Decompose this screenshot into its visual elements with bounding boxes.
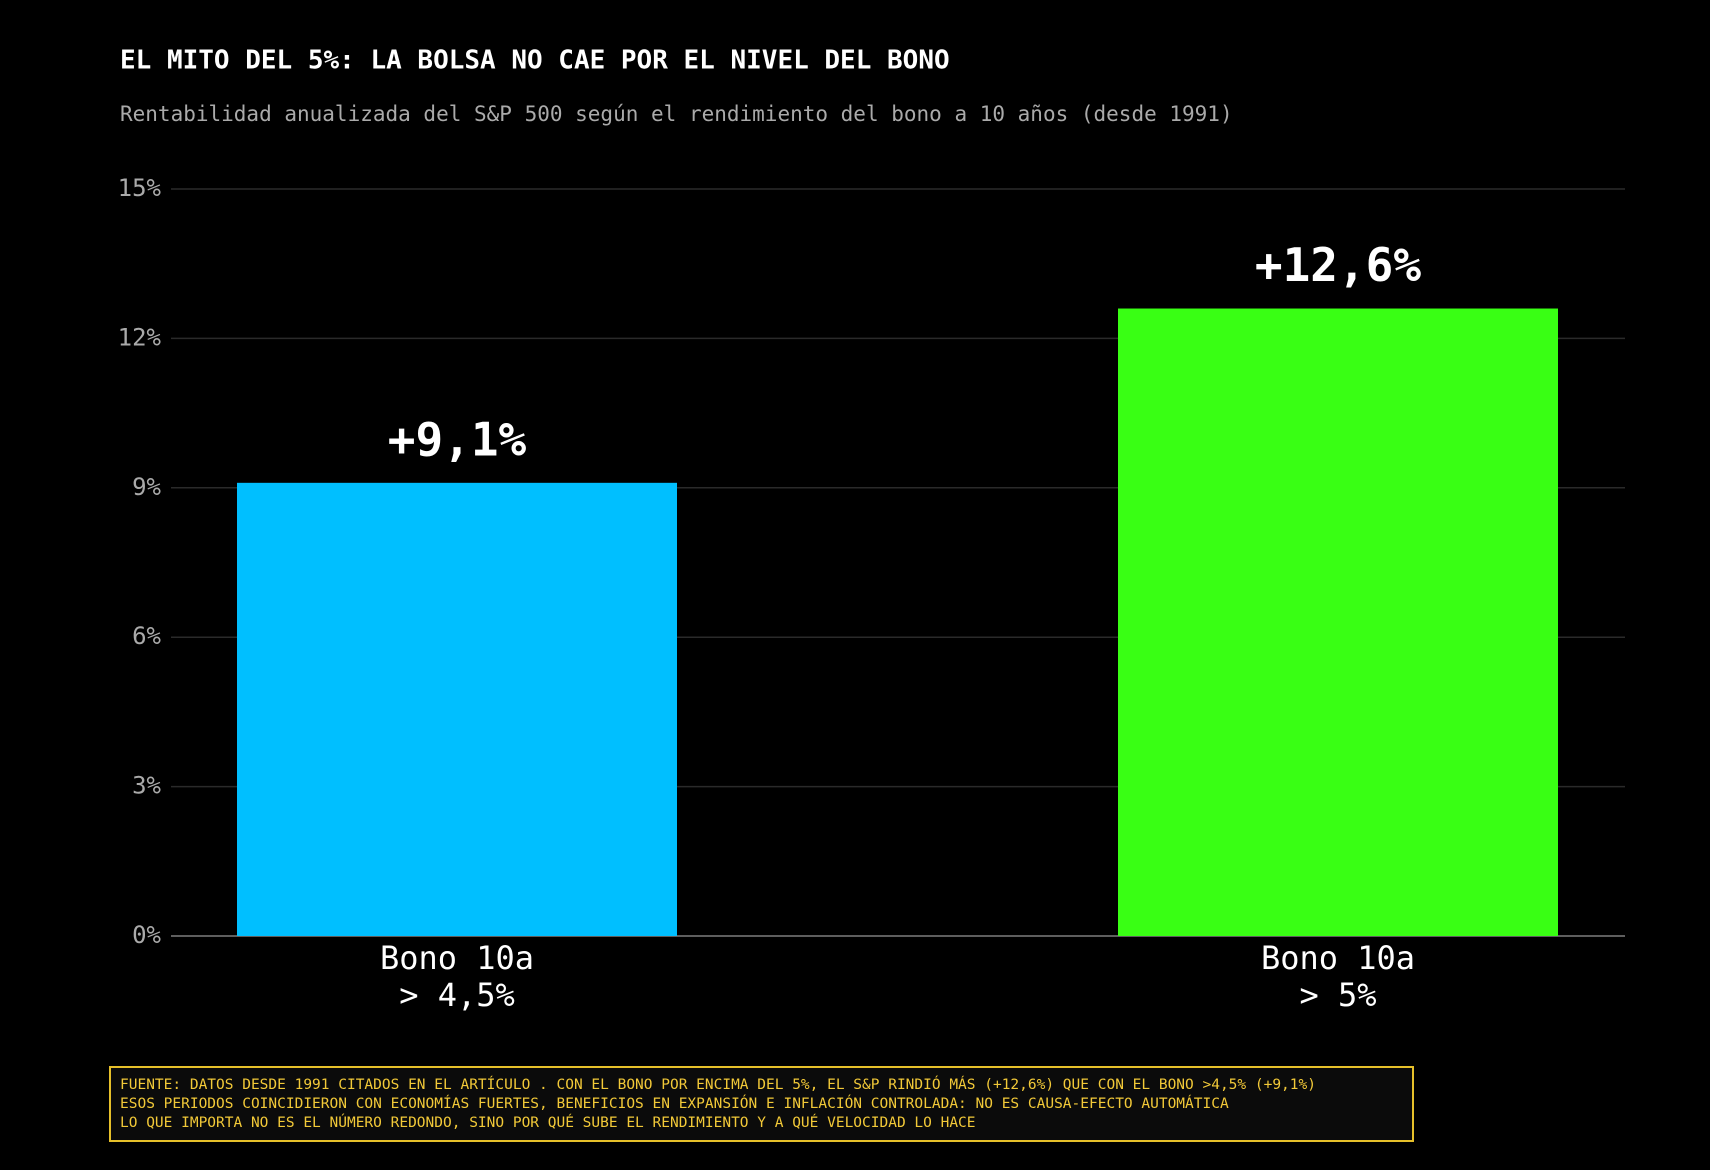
note-line: FUENTE: DATOS DESDE 1991 CITADOS EN EL A… <box>120 1075 1316 1093</box>
note-box <box>109 1066 1414 1142</box>
value-label: +9,1% <box>388 412 527 466</box>
y-tick-label: 0% <box>132 921 161 949</box>
y-tick-label: 6% <box>132 622 161 650</box>
note-line: ESOS PERIODOS COINCIDIERON CON ECONOMÍAS… <box>120 1094 1229 1112</box>
y-tick-label: 12% <box>118 323 162 351</box>
x-tick-label: Bono 10a > 4,5% <box>380 939 534 1014</box>
chart-title: EL MITO DEL 5%: LA BOLSA NO CAE POR EL N… <box>120 46 950 76</box>
y-tick-label: 3% <box>132 772 161 800</box>
chart-subtitle: Rentabilidad anualizada del S&P 500 segú… <box>120 102 1233 126</box>
bar <box>237 482 677 936</box>
note-line: LO QUE IMPORTA NO ES EL NÚMERO REDONDO, … <box>120 1113 976 1131</box>
bar <box>1118 308 1558 936</box>
x-tick-label: Bono 10a > 5% <box>1261 939 1415 1014</box>
y-tick-label: 9% <box>132 473 161 501</box>
value-label: +12,6% <box>1255 238 1421 292</box>
y-tick-label: 15% <box>118 174 162 202</box>
